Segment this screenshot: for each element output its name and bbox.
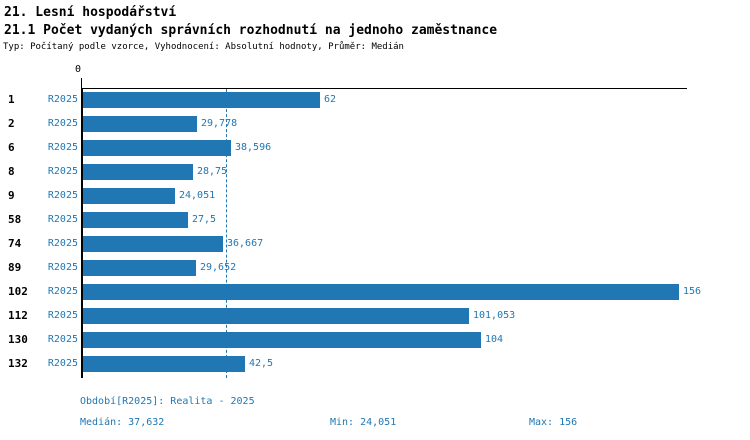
bar [83,356,245,372]
period-legend: Období[R2025]: Realita - 2025 [80,396,255,407]
median-stat: Medián: 37,632 [80,417,165,428]
row-category-label: 8 [8,165,15,178]
bar-value-label: 62 [324,94,337,105]
bar-value-label: 29,778 [201,118,238,129]
row-series-tag: R2025 [47,142,78,153]
bar [83,308,469,324]
bar-value-label: 36,667 [227,238,264,249]
median-reference-line [226,89,227,378]
row-series-tag: R2025 [47,118,78,129]
bar-value-label: 104 [485,334,504,345]
report-title: 21. Lesní hospodářství [4,5,177,20]
y-axis-line [81,88,83,378]
bar-value-label: 27,5 [192,214,217,225]
bar [83,140,231,156]
row-series-tag: R2025 [47,334,78,345]
row-series-tag: R2025 [47,262,78,273]
bar-value-label: 28,75 [197,166,228,177]
row-series-tag: R2025 [47,190,78,201]
row-series-tag: R2025 [47,310,78,321]
row-series-tag: R2025 [47,286,78,297]
bar [83,332,481,348]
row-series-tag: R2025 [47,358,78,369]
max-stat: Max: 156 [529,417,578,428]
row-category-label: 74 [8,237,22,250]
indicator-subtitle: Typ: Počítaný podle vzorce, Vyhodnocení:… [3,42,404,52]
bar [83,164,193,180]
bar [83,260,196,276]
row-series-tag: R2025 [47,238,78,249]
row-series-tag: R2025 [47,214,78,225]
row-category-label: 89 [8,261,22,274]
row-category-label: 9 [8,189,15,202]
x-axis-zero-label: 0 [75,64,82,75]
row-category-label: 130 [8,333,28,346]
row-category-label: 1 [8,93,15,106]
row-series-tag: R2025 [47,166,78,177]
bar [83,284,679,300]
bar-value-label: 101,053 [473,310,516,321]
bar-value-label: 42,5 [249,358,274,369]
row-category-label: 2 [8,117,15,130]
row-category-label: 112 [8,309,28,322]
bar [83,92,320,108]
row-category-label: 132 [8,357,28,370]
bar [83,188,175,204]
bar-value-label: 29,652 [200,262,237,273]
bar-value-label: 38,596 [235,142,272,153]
x-axis-zero-tick [81,78,82,88]
bar [83,236,223,252]
row-category-label: 6 [8,141,15,154]
min-stat: Min: 24,051 [330,417,397,428]
row-series-tag: R2025 [47,94,78,105]
bar [83,116,197,132]
bar [83,212,188,228]
row-category-label: 102 [8,285,28,298]
indicator-title: 21.1 Počet vydaných správních rozhodnutí… [4,23,498,38]
x-axis-line [81,88,687,89]
row-category-label: 58 [8,213,22,226]
bar-value-label: 24,051 [179,190,216,201]
bar-value-label: 156 [683,286,702,297]
